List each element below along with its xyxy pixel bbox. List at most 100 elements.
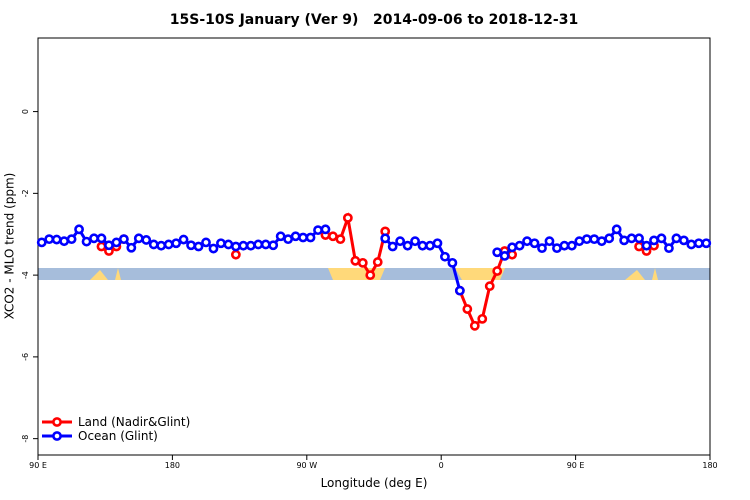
data-point <box>133 233 144 244</box>
data-point <box>260 239 271 250</box>
data-point <box>171 238 182 249</box>
data-point <box>51 234 62 245</box>
data-point <box>357 257 368 268</box>
data-point <box>634 233 644 244</box>
data-point <box>641 240 652 251</box>
data-point <box>328 231 338 242</box>
data-point <box>395 236 406 247</box>
plot-frame <box>37 37 711 456</box>
legend-label: Land (Nadir&Glint) <box>78 415 190 429</box>
data-point <box>201 237 211 248</box>
data-point <box>96 233 107 244</box>
data-point <box>626 233 637 244</box>
x-tick-label: 180 <box>165 461 180 470</box>
legend-marker <box>52 431 62 441</box>
data-point <box>126 242 137 253</box>
data-point <box>36 237 47 248</box>
data-point <box>380 233 391 244</box>
data-point <box>104 240 114 251</box>
data-point <box>469 320 480 331</box>
data-point <box>335 234 346 245</box>
data-point <box>529 238 540 249</box>
data-point <box>402 240 413 251</box>
data-point <box>611 224 622 235</box>
data-point <box>484 281 495 292</box>
chart-title: 15S-10S January (Ver 9) 2014-09-06 to 20… <box>170 12 578 28</box>
data-point <box>387 241 398 252</box>
data-point <box>425 240 435 251</box>
data-point <box>664 243 674 254</box>
data-point <box>552 243 562 254</box>
data-point <box>477 313 488 324</box>
data-point <box>59 236 70 247</box>
data-point <box>186 240 196 251</box>
data-point <box>66 234 77 245</box>
data-point <box>634 241 644 252</box>
data-point <box>96 241 107 252</box>
data-point <box>649 235 659 246</box>
data-point <box>544 236 555 247</box>
data-point <box>701 238 712 249</box>
data-point <box>342 212 353 223</box>
data-point <box>492 266 503 276</box>
data-point <box>514 240 525 251</box>
data-point <box>118 234 129 245</box>
legend-marker <box>52 417 62 427</box>
data-point <box>268 240 279 251</box>
data-point <box>365 270 376 281</box>
y-tick-label: -4 <box>21 271 30 279</box>
data-point <box>522 236 532 247</box>
data-point <box>492 247 503 258</box>
data-point <box>537 243 547 254</box>
data-point <box>559 240 570 251</box>
data-point <box>163 239 174 250</box>
data-point <box>74 224 84 235</box>
x-axis-label: Longitude (deg E) <box>321 476 428 490</box>
data-point <box>604 233 615 244</box>
data-point <box>253 239 264 250</box>
data-point <box>208 243 219 254</box>
data-point <box>596 236 607 247</box>
data-point <box>320 224 331 235</box>
data-point <box>671 233 682 244</box>
data-point <box>440 251 450 262</box>
data-point <box>410 236 420 247</box>
data-point <box>581 234 592 245</box>
data-point <box>305 232 316 243</box>
y-tick-label: 0 <box>21 109 30 114</box>
data-point <box>589 234 600 245</box>
x-tick-label: 90 E <box>29 461 47 470</box>
data-point <box>230 241 241 252</box>
data-point <box>89 233 99 244</box>
y-axis-label: XCO2 - MLO trend (ppm) <box>3 173 17 320</box>
data-point <box>111 237 122 248</box>
data-point <box>619 235 630 246</box>
x-tick-label: 0 <box>439 461 444 470</box>
y-tick-label: -8 <box>21 435 30 443</box>
x-tick-label: 90 E <box>567 461 585 470</box>
legend-label: Ocean (Glint) <box>78 429 158 443</box>
data-point <box>574 236 585 247</box>
data-point <box>245 240 256 251</box>
data-point <box>156 240 167 251</box>
data-point <box>447 257 458 268</box>
x-tick-label: 180 <box>702 461 717 470</box>
y-tick-label: -6 <box>21 353 30 361</box>
data-point <box>141 235 152 245</box>
data-point <box>507 242 518 253</box>
data-point <box>566 240 577 251</box>
y-tick-label: -2 <box>21 189 30 197</box>
data-point <box>417 240 428 251</box>
data-point <box>499 251 510 261</box>
data-point <box>462 304 473 314</box>
data-point <box>275 231 286 242</box>
data-point <box>656 233 667 244</box>
data-point <box>216 238 226 249</box>
data-point <box>148 239 159 250</box>
data-point <box>230 249 241 260</box>
data-point <box>298 232 308 243</box>
land-band <box>328 268 385 280</box>
data-point <box>283 234 294 245</box>
data-point <box>193 241 204 252</box>
